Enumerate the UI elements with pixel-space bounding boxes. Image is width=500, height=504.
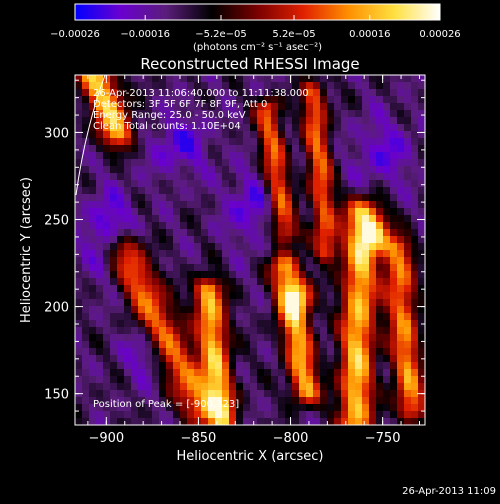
colorbar-tick-label: −5.2e−05 (195, 29, 247, 40)
colorbar-tick-label: 0.00016 (349, 29, 390, 40)
colorbar (74, 3, 441, 21)
y-axis: 150 200 250 300 (44, 79, 425, 412)
annotation-line: Clean Total counts: 1.10E+04 (93, 121, 241, 132)
x-tick-label: −750 (365, 431, 401, 446)
x-tick-label: −850 (181, 431, 217, 446)
y-tick-label: 200 (44, 301, 69, 316)
y-axis-label: Heliocentric Y (arcsec) (19, 177, 34, 323)
annotation-line: Energy Range: 25.0 - 50.0 keV (93, 110, 246, 121)
y-tick-label: 150 (44, 388, 69, 403)
colorbar-units: (photons cm⁻² s⁻¹ asec⁻²) (193, 42, 322, 53)
annotation-line: 26-Apr-2013 11:06:40.000 to 11:11:38.000 (93, 88, 309, 99)
x-axis-label: Heliocentric X (arcsec) (177, 449, 324, 464)
annotation-line: Detectors: 3F 5F 6F 7F 8F 9F, Att 0 (93, 99, 267, 110)
colorbar-tick-label: 5.2e−05 (272, 29, 315, 40)
plot-frame (74, 74, 426, 426)
footer-timestamp: 26-Apr-2013 11:09 (402, 486, 496, 497)
colorbar-ticks: −0.00026 −0.00016 −5.2e−05 5.2e−05 0.00016 0.… (50, 15, 461, 40)
solar-limb-line (75, 74, 106, 196)
colorbar-tick-label: −0.00026 (50, 29, 100, 40)
x-tick-label: −900 (88, 431, 124, 446)
colorbar-tick-label: −0.00016 (120, 29, 170, 40)
x-axis: −900 −850 −800 −750 (87, 75, 420, 446)
y-tick-label: 250 (44, 214, 69, 229)
x-tick-label: −800 (273, 431, 309, 446)
peak-position-label: Position of Peak = [-900,323] (93, 399, 239, 410)
annotation-block: 26-Apr-2013 11:06:40.000 to 11:11:38.000… (93, 88, 309, 132)
y-tick-label: 300 (44, 126, 69, 141)
heatmap-image (75, 75, 426, 426)
colorbar-tick-label: 0.00026 (419, 29, 460, 40)
chart-title: Reconstructed RHESSI Image (140, 55, 359, 73)
